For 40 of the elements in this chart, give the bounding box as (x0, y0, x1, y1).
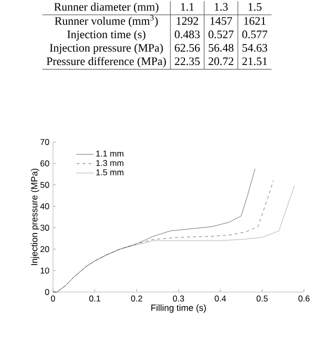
text: 56.48 (208, 44, 234, 52)
text: 21.51 (242, 57, 267, 66)
y-tick-label: 40 (40, 203, 50, 210)
text: 62.56 (174, 44, 200, 52)
y-tick-label: 50 (40, 182, 50, 188)
y-tick-label: 70 (40, 139, 50, 145)
x-tick-label: 0 (50, 296, 56, 302)
text: Pressure difference (MPa) (46, 56, 166, 68)
text: 1621 (244, 17, 266, 25)
text: 0.483 (174, 30, 200, 38)
text: 20.72 (208, 57, 234, 66)
text: Injection pressure (MPa) (50, 44, 163, 54)
text: 1.3 (214, 3, 228, 11)
x-axis-title: Filling time (s) (151, 304, 206, 313)
text: 22.35 (174, 57, 200, 66)
text: 0.527 (208, 30, 234, 38)
text: 1.5 (248, 3, 262, 11)
y-tick-label: 20 (40, 246, 50, 252)
legend-label: 1.5 mm (96, 169, 124, 176)
text: 1.1 (181, 3, 194, 11)
text: 0.577 (242, 30, 268, 38)
text: 1457 (210, 17, 232, 25)
x-tick-label: 0.2 (131, 296, 142, 302)
x-tick-label: 0.4 (214, 296, 226, 302)
y-axis-title: Injection pressure (MPa) (30, 168, 40, 266)
text: 54.63 (242, 44, 268, 52)
y-tick-label: 10 (40, 268, 50, 274)
x-tick-label: 0.5 (256, 296, 268, 302)
legend-label: 1.3 mm (96, 160, 124, 166)
text: 1292 (176, 17, 198, 25)
text: Runner diameter (mm) (54, 2, 158, 14)
y-tick-label: 30 (40, 224, 50, 231)
y-tick-label: 0 (45, 289, 50, 295)
text: Runner volume (mm$^{3}$) (54, 15, 158, 28)
text: Injection time (s) (67, 30, 146, 41)
x-tick-label: 0.6 (298, 296, 310, 302)
legend-label: 1.1 mm (96, 150, 124, 157)
y-tick-label: 60 (40, 160, 50, 166)
x-tick-label: 0.3 (172, 296, 184, 302)
x-tick-label: 0.1 (89, 296, 100, 302)
